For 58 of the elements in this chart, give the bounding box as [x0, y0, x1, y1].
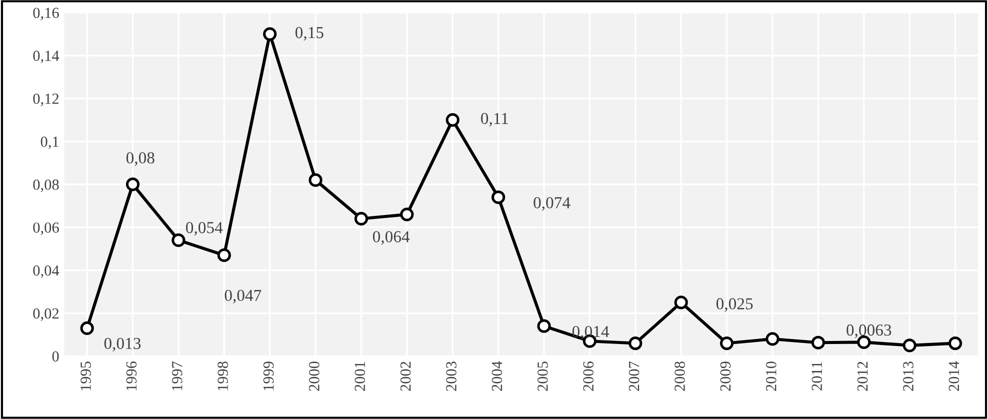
x-tick-label: 1997: [172, 361, 182, 390]
y-tick-label: 0,1: [40, 136, 58, 150]
x-tick-label: 1996: [126, 361, 137, 390]
x-tick-label: 2013: [903, 362, 914, 391]
point: [308, 173, 322, 187]
x-tick-label: 2011: [812, 362, 822, 390]
y-tick-label: 0: [52, 351, 59, 362]
point: [263, 27, 277, 41]
y-tick-label: 0,14: [33, 50, 60, 64]
point: [628, 336, 642, 350]
point: [811, 336, 825, 350]
point: [720, 336, 734, 350]
point: [80, 321, 94, 336]
y-tick-label: 0,02: [33, 308, 59, 321]
x-tick-label: 2003: [446, 362, 456, 391]
point: [354, 212, 368, 226]
point: [217, 248, 231, 262]
point: [492, 190, 506, 204]
data-label: 0,15: [295, 26, 324, 41]
data-label: 0,013: [104, 338, 141, 352]
data-label: 0,025: [716, 298, 753, 312]
x-tick-label: 2006: [583, 361, 594, 391]
x-tick-label: 2007: [628, 361, 640, 391]
point: [400, 208, 414, 222]
point: [172, 233, 186, 247]
data-label: 0,054: [186, 222, 223, 236]
data-label: 0,0063: [846, 324, 892, 338]
x-tick-label: 1999: [263, 362, 274, 390]
x-tick-label: 2008: [674, 362, 685, 391]
y-tick-label: 0,06: [33, 222, 59, 235]
x-tick-label: 2010: [766, 362, 776, 391]
point: [126, 178, 140, 192]
point: [674, 296, 688, 310]
data-label: 0,11: [481, 112, 508, 127]
x-tick-label: 2001: [354, 362, 366, 391]
x-tick-label: 2000: [309, 362, 320, 391]
x-tick-label: 2009: [720, 362, 731, 391]
x-tick-label: 2002: [400, 362, 411, 391]
point: [537, 319, 551, 333]
y-tick-label: 0,04: [33, 265, 60, 278]
x-tick-label: 2004: [492, 361, 502, 391]
data-label: 0,074: [534, 197, 570, 211]
point: [446, 113, 460, 127]
data-label: 0,014: [572, 326, 610, 340]
x-tick-label: 2012: [857, 362, 868, 391]
data-label: 0,08: [126, 152, 154, 166]
point: [948, 336, 962, 350]
data-label: 0,047: [224, 290, 262, 304]
data-label: 0,064: [372, 231, 410, 245]
point: [902, 338, 916, 352]
x-tick-label: 2014: [948, 361, 960, 391]
x-tick-label: 2005: [538, 362, 548, 391]
x-tick-label: 1998: [218, 362, 228, 390]
y-tick-label: 0,12: [33, 94, 59, 106]
point: [766, 332, 780, 346]
x-tick-label: 1995: [80, 362, 91, 390]
y-tick-label: 0,08: [33, 180, 59, 192]
y-tick-label: 0,16: [33, 8, 59, 20]
